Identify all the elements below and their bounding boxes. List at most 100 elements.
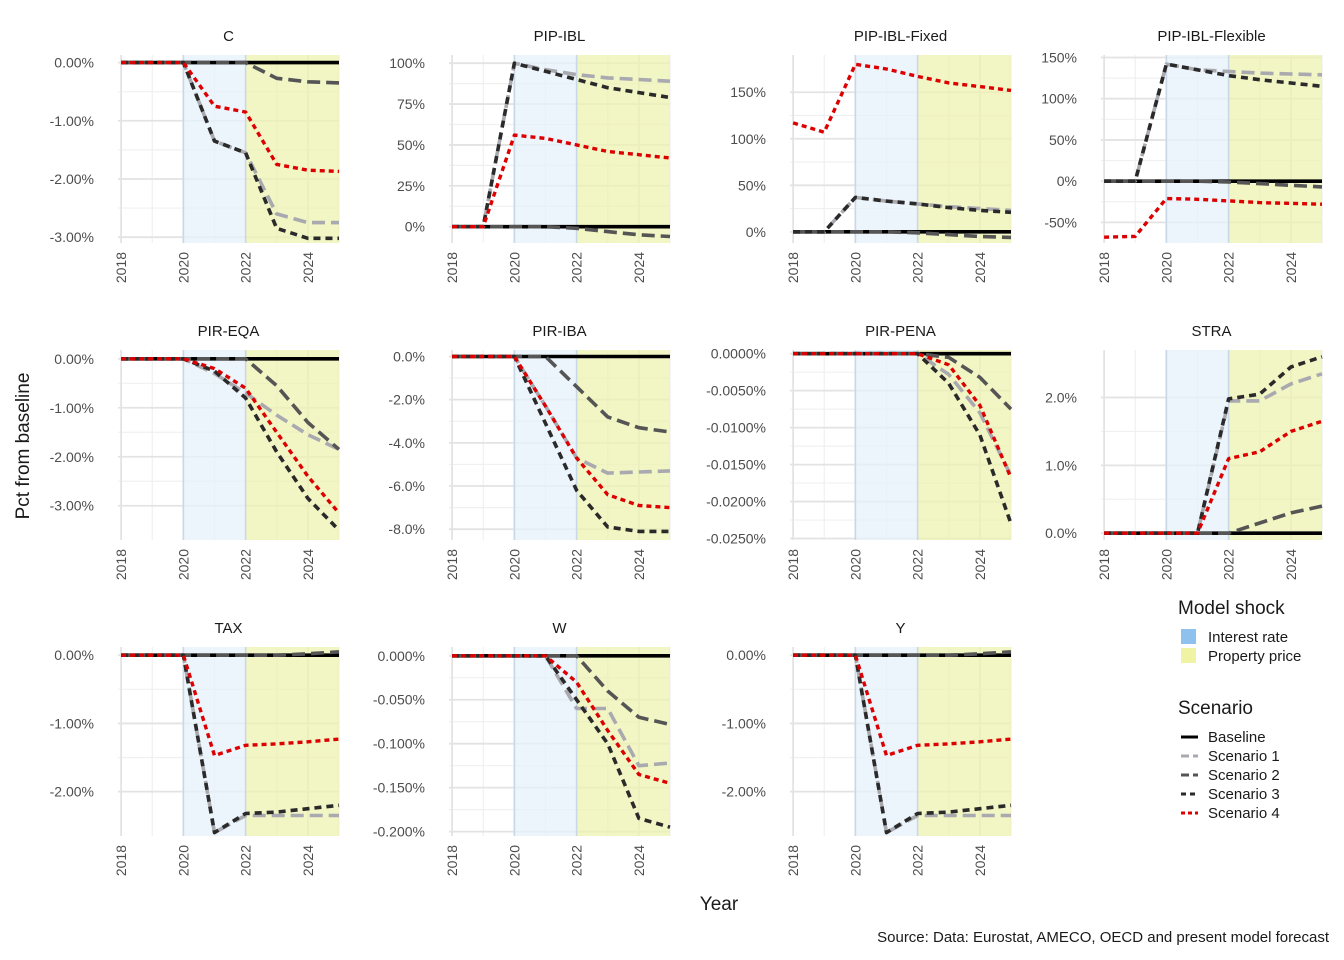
y-tick-label: -1.00% <box>50 715 94 731</box>
panel-title-pir-pena: PIR-PENA <box>865 323 936 340</box>
y-tick-label: -2.00% <box>50 171 94 187</box>
series-scenario-1 <box>793 653 1011 835</box>
series-scenario-4 <box>793 352 1013 479</box>
panel-y: Y 0.00% -1.00% -2.00% 2018 2020 2022 2024 <box>722 620 1012 876</box>
series-scenario-4 <box>121 653 340 758</box>
x-tick-label: 2024 <box>972 549 988 580</box>
x-tick-label: 2020 <box>506 252 522 283</box>
y-tick-label: -0.100% <box>373 736 425 752</box>
legend-label-interest-rate: Interest rate <box>1208 629 1288 646</box>
y-tick-label: -8.0% <box>388 521 425 537</box>
x-tick-label: 2022 <box>569 549 585 580</box>
y-tick-label: -0.0050% <box>706 383 766 399</box>
y-tick-label: -0.0200% <box>706 494 766 510</box>
panel-tax: TAX 0.00% -1.00% -2.00% 2018 2020 2022 2024 <box>50 620 340 876</box>
legend-label-scenario-4: Scenario 4 <box>1208 805 1280 822</box>
x-tick-label: 2018 <box>113 252 129 283</box>
panel-title-w: W <box>552 620 567 637</box>
shade-property-price <box>245 55 339 243</box>
x-tick-label: 2022 <box>1221 549 1237 580</box>
series-scenario-1 <box>121 60 339 225</box>
x-tick-label: 2018 <box>785 549 801 580</box>
x-tick-label: 2024 <box>972 845 988 876</box>
shade-interest-rate <box>855 647 918 836</box>
series-scenario-1 <box>1104 62 1323 183</box>
shade-interest-rate <box>855 55 918 243</box>
shade-property-price <box>1228 55 1322 243</box>
panel-title-pip-ibl-flexible: PIP-IBL-Flexible <box>1157 28 1265 45</box>
panel-pip-ibl: PIP-IBL 0% 25% 50% 75% 100% 2018 2020 2022 2024 <box>389 28 671 283</box>
y-tick-label: -4.0% <box>388 435 425 451</box>
y-tick-label: 50% <box>1049 132 1077 148</box>
y-tick-label: 0.00% <box>54 55 94 71</box>
y-tick-label: 0.00% <box>54 647 94 663</box>
series-scenario-1 <box>452 61 671 229</box>
legend-label-scenario-2: Scenario 2 <box>1208 767 1280 784</box>
panel-title-pip-ibl: PIP-IBL <box>534 28 586 45</box>
y-tick-label: -0.0250% <box>706 531 766 547</box>
series-scenario-1 <box>452 653 671 768</box>
series-scenario-2 <box>452 354 671 434</box>
y-tick-label: -0.050% <box>373 692 425 708</box>
panel-pir-iba: PIR-IBA 0.0% -2.0% -4.0% -6.0% -8.0% 2018 2020 2… <box>388 323 671 580</box>
panel-pip-ibl-flexible: PIP-IBL-Flexible -50% 0% 50% 100% 150% 2018 202… <box>1041 28 1323 283</box>
x-tick-label: 2022 <box>910 549 926 580</box>
panel-title-pir-eqa: PIR-EQA <box>198 323 260 340</box>
legend-label-property-price: Property price <box>1208 648 1301 665</box>
y-tick-label: 0.000% <box>378 648 425 664</box>
series-scenario-4 <box>1104 196 1323 239</box>
y-tick-label: -0.200% <box>373 824 425 840</box>
chart-panels: C 0.00% -1.00% -2.00% -3.00% 2018 2020 2022 2024… <box>50 28 1323 876</box>
panel-title-y: Y <box>895 620 905 637</box>
shade-property-price <box>576 350 670 540</box>
y-tick-label: -2.00% <box>50 784 94 800</box>
x-tick-label: 2024 <box>300 845 316 876</box>
y-tick-label: 50% <box>738 177 766 193</box>
x-tick-label: 2020 <box>847 549 863 580</box>
y-tick-label: -6.0% <box>388 478 425 494</box>
x-tick-label: 2024 <box>300 252 316 283</box>
y-tick-label: 0.0% <box>393 348 425 364</box>
x-tick-label: 2024 <box>972 252 988 283</box>
panel-pir-eqa: PIR-EQA 0.00% -1.00% -2.00% -3.00% 2018 2020 20… <box>50 323 341 580</box>
x-tick-label: 2020 <box>1158 549 1174 580</box>
x-tick-label: 2024 <box>631 845 647 876</box>
legend-label-scenario-1: Scenario 1 <box>1208 748 1280 765</box>
shade-interest-rate <box>183 350 246 540</box>
series-scenario-2 <box>793 650 1012 658</box>
series-scenario-2 <box>452 224 671 239</box>
y-tick-label: 25% <box>397 178 425 194</box>
series-scenario-4 <box>452 654 671 785</box>
x-tick-label: 2024 <box>1283 549 1299 580</box>
x-tick-label: 2022 <box>910 845 926 876</box>
legend-key-interest-rate <box>1181 629 1196 644</box>
shade-interest-rate <box>183 647 246 836</box>
x-tick-label: 2024 <box>300 549 316 580</box>
panel-w: W 0.000% -0.050% -0.100% -0.150% -0.200% 2018 2… <box>373 620 671 876</box>
legend-title-model-shock: Model shock <box>1178 598 1285 619</box>
shade-interest-rate <box>514 647 577 836</box>
x-tick-label: 2020 <box>847 252 863 283</box>
x-tick-label: 2024 <box>1283 252 1299 283</box>
y-tick-label: -50% <box>1044 214 1077 230</box>
series-scenario-4 <box>121 357 341 515</box>
x-axis-label: Year <box>700 894 739 915</box>
y-tick-label: -1.00% <box>50 400 94 416</box>
series-scenario-1 <box>121 356 340 452</box>
y-tick-label: 0% <box>746 224 766 240</box>
panel-title-stra: STRA <box>1191 323 1231 340</box>
x-tick-label: 2018 <box>113 845 129 876</box>
legend-label-scenario-3: Scenario 3 <box>1208 786 1280 803</box>
panel-title-pip-ibl-fixed: PIP-IBL-Fixed <box>854 28 947 45</box>
series-scenario-2 <box>793 230 1012 240</box>
y-tick-label: -2.00% <box>722 784 766 800</box>
y-tick-label: -0.150% <box>373 780 425 796</box>
y-tick-label: -3.00% <box>50 229 94 245</box>
y-tick-label: 2.0% <box>1045 390 1077 406</box>
x-tick-label: 2022 <box>238 252 254 283</box>
panel-pir-pena: PIR-PENA 0.0000% -0.0050% -0.0100% -0.0150% -… <box>706 323 1013 580</box>
legend: Model shock Interest rate Property price… <box>1178 598 1301 822</box>
x-tick-label: 2022 <box>910 252 926 283</box>
y-tick-label: 100% <box>389 55 425 71</box>
x-tick-label: 2022 <box>1221 252 1237 283</box>
